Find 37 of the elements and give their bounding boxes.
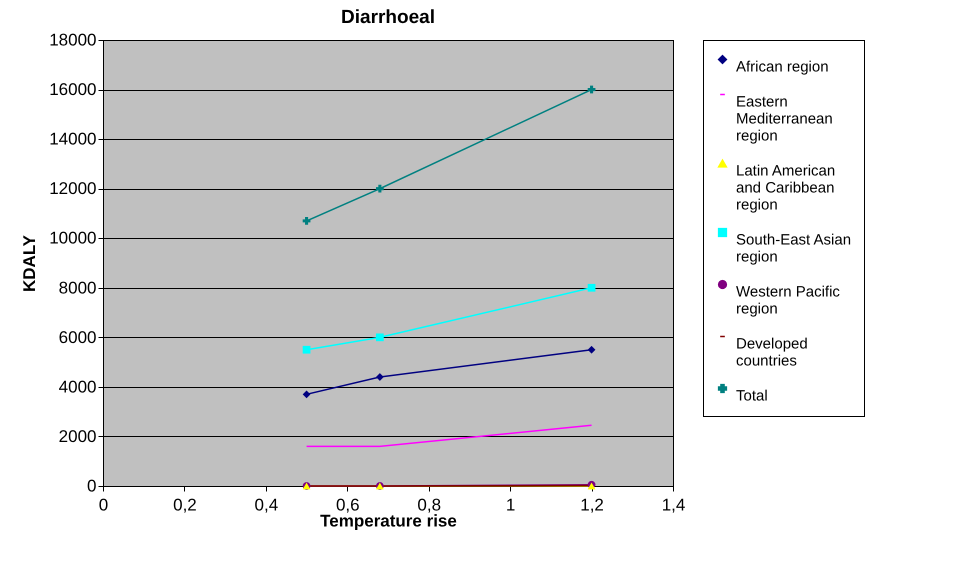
x-tick-label: 1,2 xyxy=(580,496,604,514)
x-tick-label: 0,2 xyxy=(173,496,197,514)
point xyxy=(588,284,596,292)
y-tick-label: 2000 xyxy=(58,426,96,446)
y-tick-label: 12000 xyxy=(49,179,96,198)
point xyxy=(376,184,384,193)
legend-label: Developed countries xyxy=(736,336,808,370)
y-tick-label: 0 xyxy=(87,476,96,496)
y-tick-label: 10000 xyxy=(49,228,96,248)
y-tick-label: 16000 xyxy=(49,80,96,100)
x-tick-label: 0,8 xyxy=(417,496,442,514)
legend-label: Total xyxy=(736,388,768,404)
y-tick-label: 18000 xyxy=(49,30,96,50)
x-tick-label: 1 xyxy=(506,496,516,514)
point xyxy=(588,346,596,354)
x-tick-label: 0,6 xyxy=(336,496,360,514)
legend-label: Eastern Mediterranean region xyxy=(736,94,833,144)
legend-label: Latin American and Caribbean region xyxy=(736,162,836,214)
y-tick-label: 4000 xyxy=(58,377,96,396)
chart-title: Diarrhoeal xyxy=(341,7,435,28)
x-tick-label: 0 xyxy=(98,496,108,514)
y-tick-label: 14000 xyxy=(49,130,96,149)
y-tick-label: 8000 xyxy=(58,278,96,298)
legend-label: Western Pacific region xyxy=(736,284,840,318)
point xyxy=(302,346,310,354)
x-axis-title: Temperature rise xyxy=(320,512,457,530)
legend-label: South-East Asian region xyxy=(736,232,852,266)
y-tick-label: 6000 xyxy=(58,328,96,347)
point xyxy=(588,86,596,94)
x-tick-label: 1,4 xyxy=(662,496,686,514)
point xyxy=(302,217,310,225)
y-axis-title: KDALY xyxy=(20,234,40,292)
point xyxy=(376,333,384,342)
point xyxy=(302,390,310,398)
legend-label: African region xyxy=(736,58,829,76)
point xyxy=(376,373,384,381)
x-tick-label: 0,4 xyxy=(254,496,278,514)
